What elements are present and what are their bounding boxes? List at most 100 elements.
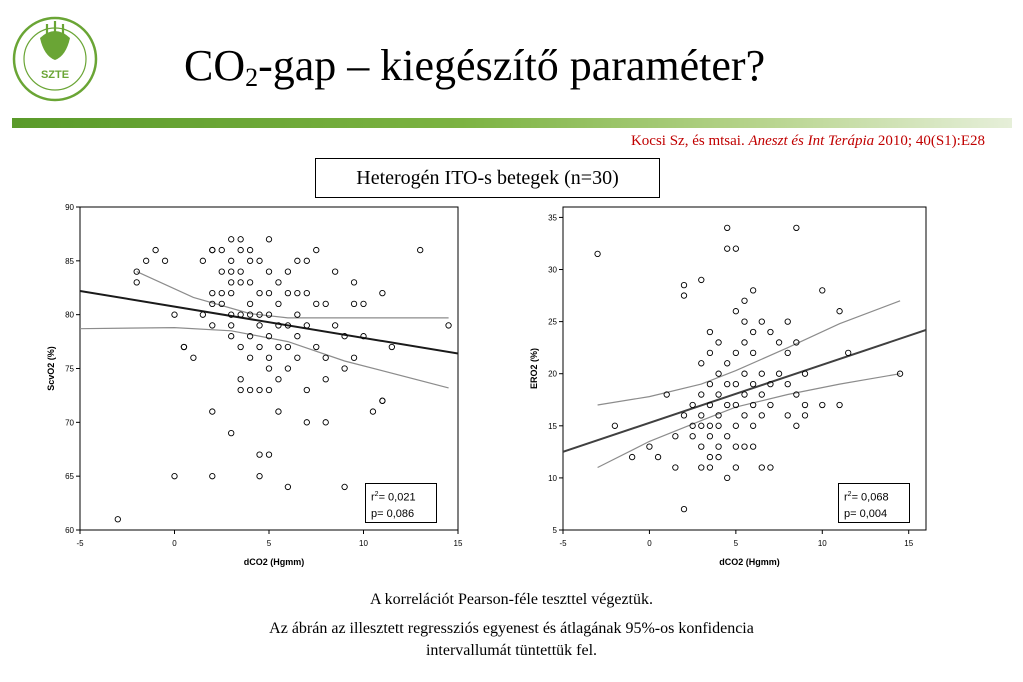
- right-data-point: [698, 412, 705, 419]
- left-data-point: [294, 333, 301, 340]
- right-data-point: [715, 339, 722, 346]
- right-data-point: [715, 443, 722, 450]
- right-data-point: [724, 224, 731, 231]
- right-data-point: [594, 250, 601, 258]
- left-data-point: [265, 333, 273, 340]
- left-x-axis-label: dCO2 (Hgmm): [244, 557, 305, 567]
- right-data-point: [654, 453, 662, 461]
- left-data-point: [322, 300, 329, 308]
- szte-logo: SZTE: [12, 16, 98, 102]
- left-data-point: [350, 279, 358, 286]
- left-data-point: [256, 289, 263, 297]
- left-data-point: [331, 268, 339, 275]
- right-data-point: [741, 318, 748, 325]
- right-data-point: [741, 391, 748, 398]
- left-data-point: [284, 268, 292, 275]
- left-data-point: [209, 300, 216, 308]
- right-data-point: [741, 297, 748, 304]
- right-data-point: [801, 412, 809, 419]
- right-y-tick-label: 15: [548, 422, 557, 431]
- right-data-point: [706, 453, 714, 461]
- right-data-point: [672, 433, 679, 440]
- right-data-point: [767, 464, 774, 471]
- right-data-point: [706, 328, 714, 336]
- left-data-point: [228, 333, 235, 340]
- left-data-point: [237, 386, 244, 394]
- right-y-axis-label: ERO2 (%): [529, 348, 539, 389]
- left-data-point: [256, 386, 263, 394]
- left-y-tick-label: 90: [65, 203, 74, 212]
- right-y-tick-label: 30: [548, 266, 557, 275]
- right-data-point: [741, 339, 748, 346]
- right-data-point: [732, 464, 740, 471]
- right-data-point: [663, 391, 670, 398]
- right-data-point: [628, 453, 636, 461]
- left-data-point: [209, 473, 216, 480]
- right-y-tick-label: 5: [553, 526, 558, 535]
- left-stat-box: r2= 0,021 p= 0,086: [365, 483, 437, 523]
- left-data-point: [379, 289, 386, 297]
- left-x-tick-label: -5: [76, 539, 84, 548]
- left-data-point: [256, 257, 263, 264]
- right-data-point: [611, 422, 619, 429]
- right-data-point: [741, 370, 748, 377]
- left-data-point: [303, 257, 310, 264]
- left-data-point: [209, 246, 216, 254]
- left-x-tick-label: 15: [454, 539, 463, 548]
- right-data-point: [819, 287, 826, 294]
- left-data-point: [313, 300, 320, 308]
- left-data-point: [246, 246, 254, 254]
- right-data-point: [698, 360, 705, 367]
- right-data-point: [689, 433, 696, 440]
- left-data-point: [228, 289, 235, 297]
- right-data-point: [724, 245, 731, 252]
- left-data-point: [256, 451, 263, 458]
- right-data-point: [801, 401, 809, 409]
- left-data-point: [171, 311, 178, 318]
- left-data-point: [114, 516, 121, 523]
- left-y-tick-label: 80: [65, 311, 74, 320]
- right-data-point: [845, 349, 852, 357]
- left-data-point: [228, 268, 235, 275]
- left-data-point: [246, 300, 254, 308]
- right-x-axis-label: dCO2 (Hgmm): [719, 557, 780, 567]
- left-x-tick-label: 0: [172, 539, 177, 548]
- left-data-point: [322, 354, 329, 361]
- left-ci-lower: [80, 326, 449, 389]
- right-x-tick-label: 10: [818, 539, 827, 548]
- left-data-point: [284, 365, 292, 372]
- right-data-point: [724, 380, 731, 388]
- right-ci-upper: [597, 300, 901, 406]
- right-data-point: [715, 453, 722, 461]
- right-ci-lower: [597, 373, 901, 469]
- title-suffix: -gap – kiegészítő paraméter?: [258, 41, 766, 90]
- left-data-point: [294, 311, 301, 318]
- citation-details: 2010; 40(S1):E28: [877, 133, 985, 149]
- left-data-point: [218, 246, 225, 254]
- left-data-point: [218, 300, 225, 308]
- left-data-point: [303, 289, 310, 297]
- right-data-point: [784, 412, 791, 419]
- title-divider: [12, 118, 1012, 128]
- right-data-point: [836, 308, 843, 315]
- left-data-point: [322, 376, 329, 383]
- left-data-point: [379, 397, 386, 404]
- right-x-tick-label: -5: [559, 539, 567, 548]
- left-plot-frame: [79, 206, 459, 531]
- right-data-point: [758, 370, 765, 377]
- left-data-point: [209, 322, 216, 329]
- left-data-point: [313, 343, 320, 351]
- right-data-point: [741, 443, 748, 450]
- left-y-axis-label: ScvO2 (%): [46, 346, 56, 391]
- left-data-point: [303, 322, 310, 329]
- left-data-point: [237, 246, 244, 254]
- left-data-point: [152, 246, 159, 254]
- left-data-point: [133, 268, 140, 275]
- right-chart: -5 0 5 10 15 5 10 15 20 25 30 35 dCO2 (Hgmm) ERO2 (%): [529, 206, 927, 567]
- left-data-point: [294, 289, 301, 297]
- right-data-point: [724, 360, 731, 367]
- left-x-tick-label: 5: [267, 539, 272, 548]
- right-data-point: [646, 443, 653, 450]
- left-data-point: [350, 300, 358, 308]
